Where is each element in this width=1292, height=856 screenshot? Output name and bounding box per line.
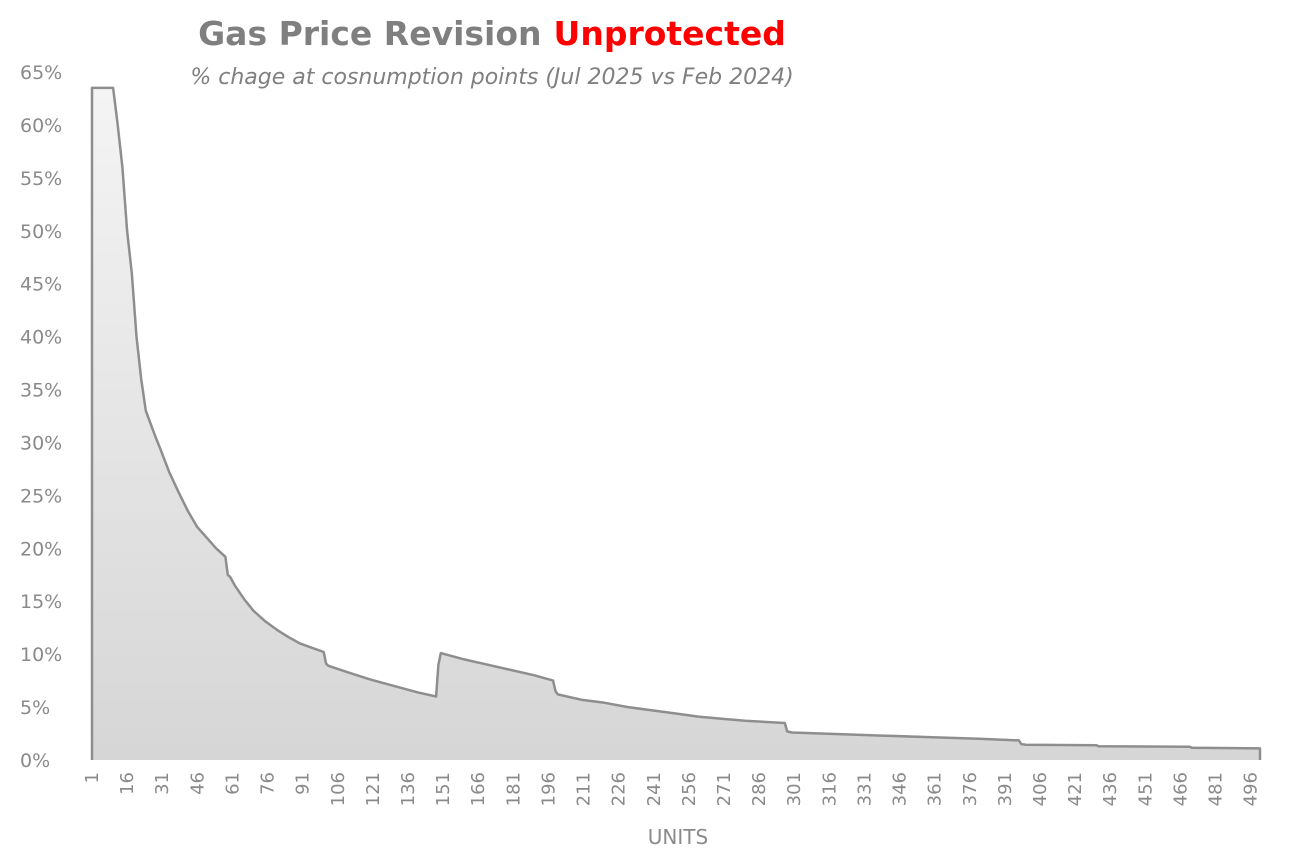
x-tick-label: 136 (398, 772, 419, 806)
x-tick-label: 421 (1065, 772, 1086, 806)
x-tick-label: 61 (222, 772, 243, 795)
plot-area (90, 86, 1262, 760)
x-tick-label: 406 (1030, 772, 1051, 806)
x-tick-label: 76 (258, 772, 279, 795)
y-tick-label: 15% (20, 591, 62, 613)
area-fill (92, 87, 1260, 760)
x-tick-label: 451 (1135, 772, 1156, 806)
x-tick-label: 241 (644, 772, 665, 806)
x-tick-label: 211 (574, 772, 595, 806)
x-tick-label: 106 (328, 772, 349, 806)
x-tick-label: 181 (503, 772, 524, 806)
x-tick-label: 436 (1100, 772, 1121, 806)
y-tick-label: 0% (20, 750, 50, 772)
x-tick-label: 496 (1241, 772, 1262, 806)
x-tick-label: 226 (609, 772, 630, 806)
y-axis-ticks: 0% 5% 10% 15% 20% 25% 30% 35% 40% 45% 50% 55% 60% 65% (20, 62, 62, 772)
chart-title-main: Gas Price Revision (198, 14, 541, 53)
x-tick-label: 16 (117, 772, 138, 795)
y-tick-label: 50% (20, 221, 62, 243)
y-tick-label: 65% (20, 62, 62, 84)
x-tick-label: 316 (819, 772, 840, 806)
x-tick-label: 256 (679, 772, 700, 806)
x-tick-label: 91 (293, 772, 314, 795)
x-tick-label: 286 (749, 772, 770, 806)
x-tick-label: 271 (714, 772, 735, 806)
x-tick-label: 1 (82, 772, 103, 783)
x-tick-label: 121 (363, 772, 384, 806)
y-tick-label: 20% (20, 538, 62, 560)
y-tick-label: 40% (20, 327, 62, 349)
x-tick-label: 46 (187, 772, 208, 795)
x-tick-label: 151 (433, 772, 454, 806)
x-tick-label: 331 (854, 772, 875, 806)
x-axis-ticks: 1 16 31 46 61 76 91 106 121 136 151 166 181 196 211 226… (82, 772, 1262, 806)
y-tick-label: 10% (20, 644, 62, 666)
x-tick-label: 391 (995, 772, 1016, 806)
x-tick-label: 301 (784, 772, 805, 806)
series-line (90, 86, 1262, 760)
x-tick-label: 166 (468, 772, 489, 806)
x-axis-label: UNITS (648, 825, 708, 849)
x-tick-label: 481 (1206, 772, 1227, 806)
x-tick-label: 31 (152, 772, 173, 795)
y-tick-label: 60% (20, 115, 62, 137)
y-tick-label: 35% (20, 380, 62, 402)
y-tick-label: 45% (20, 274, 62, 296)
chart-title: Gas Price Revision Unprotected (198, 14, 786, 53)
x-tick-label: 196 (538, 772, 559, 806)
y-tick-label: 55% (20, 168, 62, 190)
chart-title-highlight: Unprotected (554, 14, 786, 53)
x-tick-label: 376 (960, 772, 981, 806)
y-tick-label: 30% (20, 432, 62, 454)
chart-subtitle: % chage at cosnumption points (Jul 2025 … (190, 65, 793, 90)
x-tick-label: 361 (925, 772, 946, 806)
y-tick-label: 5% (20, 697, 50, 719)
y-tick-label: 25% (20, 485, 62, 507)
x-tick-label: 466 (1170, 772, 1191, 806)
x-tick-label: 346 (890, 772, 911, 806)
